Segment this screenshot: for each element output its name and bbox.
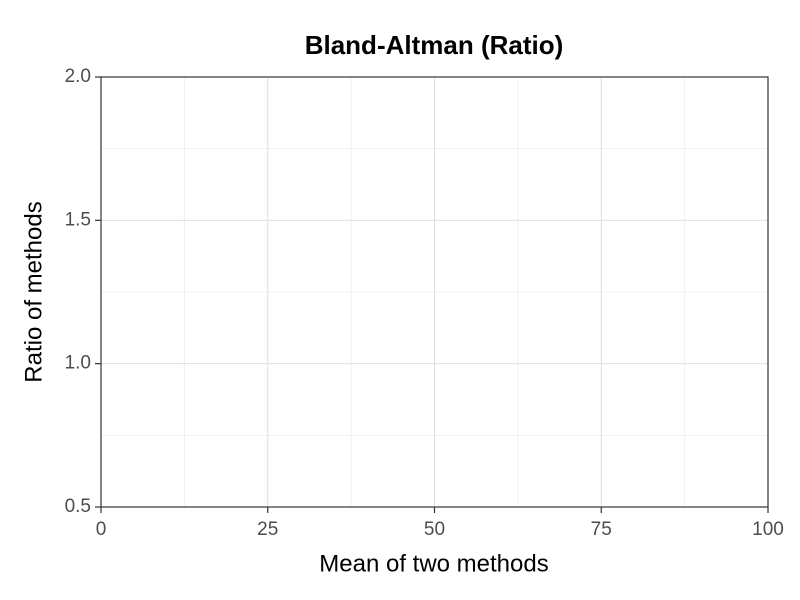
plot-border xyxy=(100,76,769,508)
y-tick-label: 0.5 xyxy=(65,496,91,517)
x-tick-label: 75 xyxy=(591,519,612,540)
y-tick-label: 2.0 xyxy=(65,66,91,87)
x-tick-label: 25 xyxy=(257,519,278,540)
x-tick-label: 0 xyxy=(96,519,107,540)
x-axis-title: Mean of two methods xyxy=(319,550,548,577)
x-tick-label: 50 xyxy=(424,519,445,540)
y-tick-label: 1.5 xyxy=(65,209,91,230)
x-tick-label: 100 xyxy=(752,519,784,540)
y-tick-label: 1.0 xyxy=(65,353,91,374)
y-axis-title: Ratio of methods xyxy=(20,201,47,382)
chart-title: Bland-Altman (Ratio) xyxy=(305,30,564,60)
